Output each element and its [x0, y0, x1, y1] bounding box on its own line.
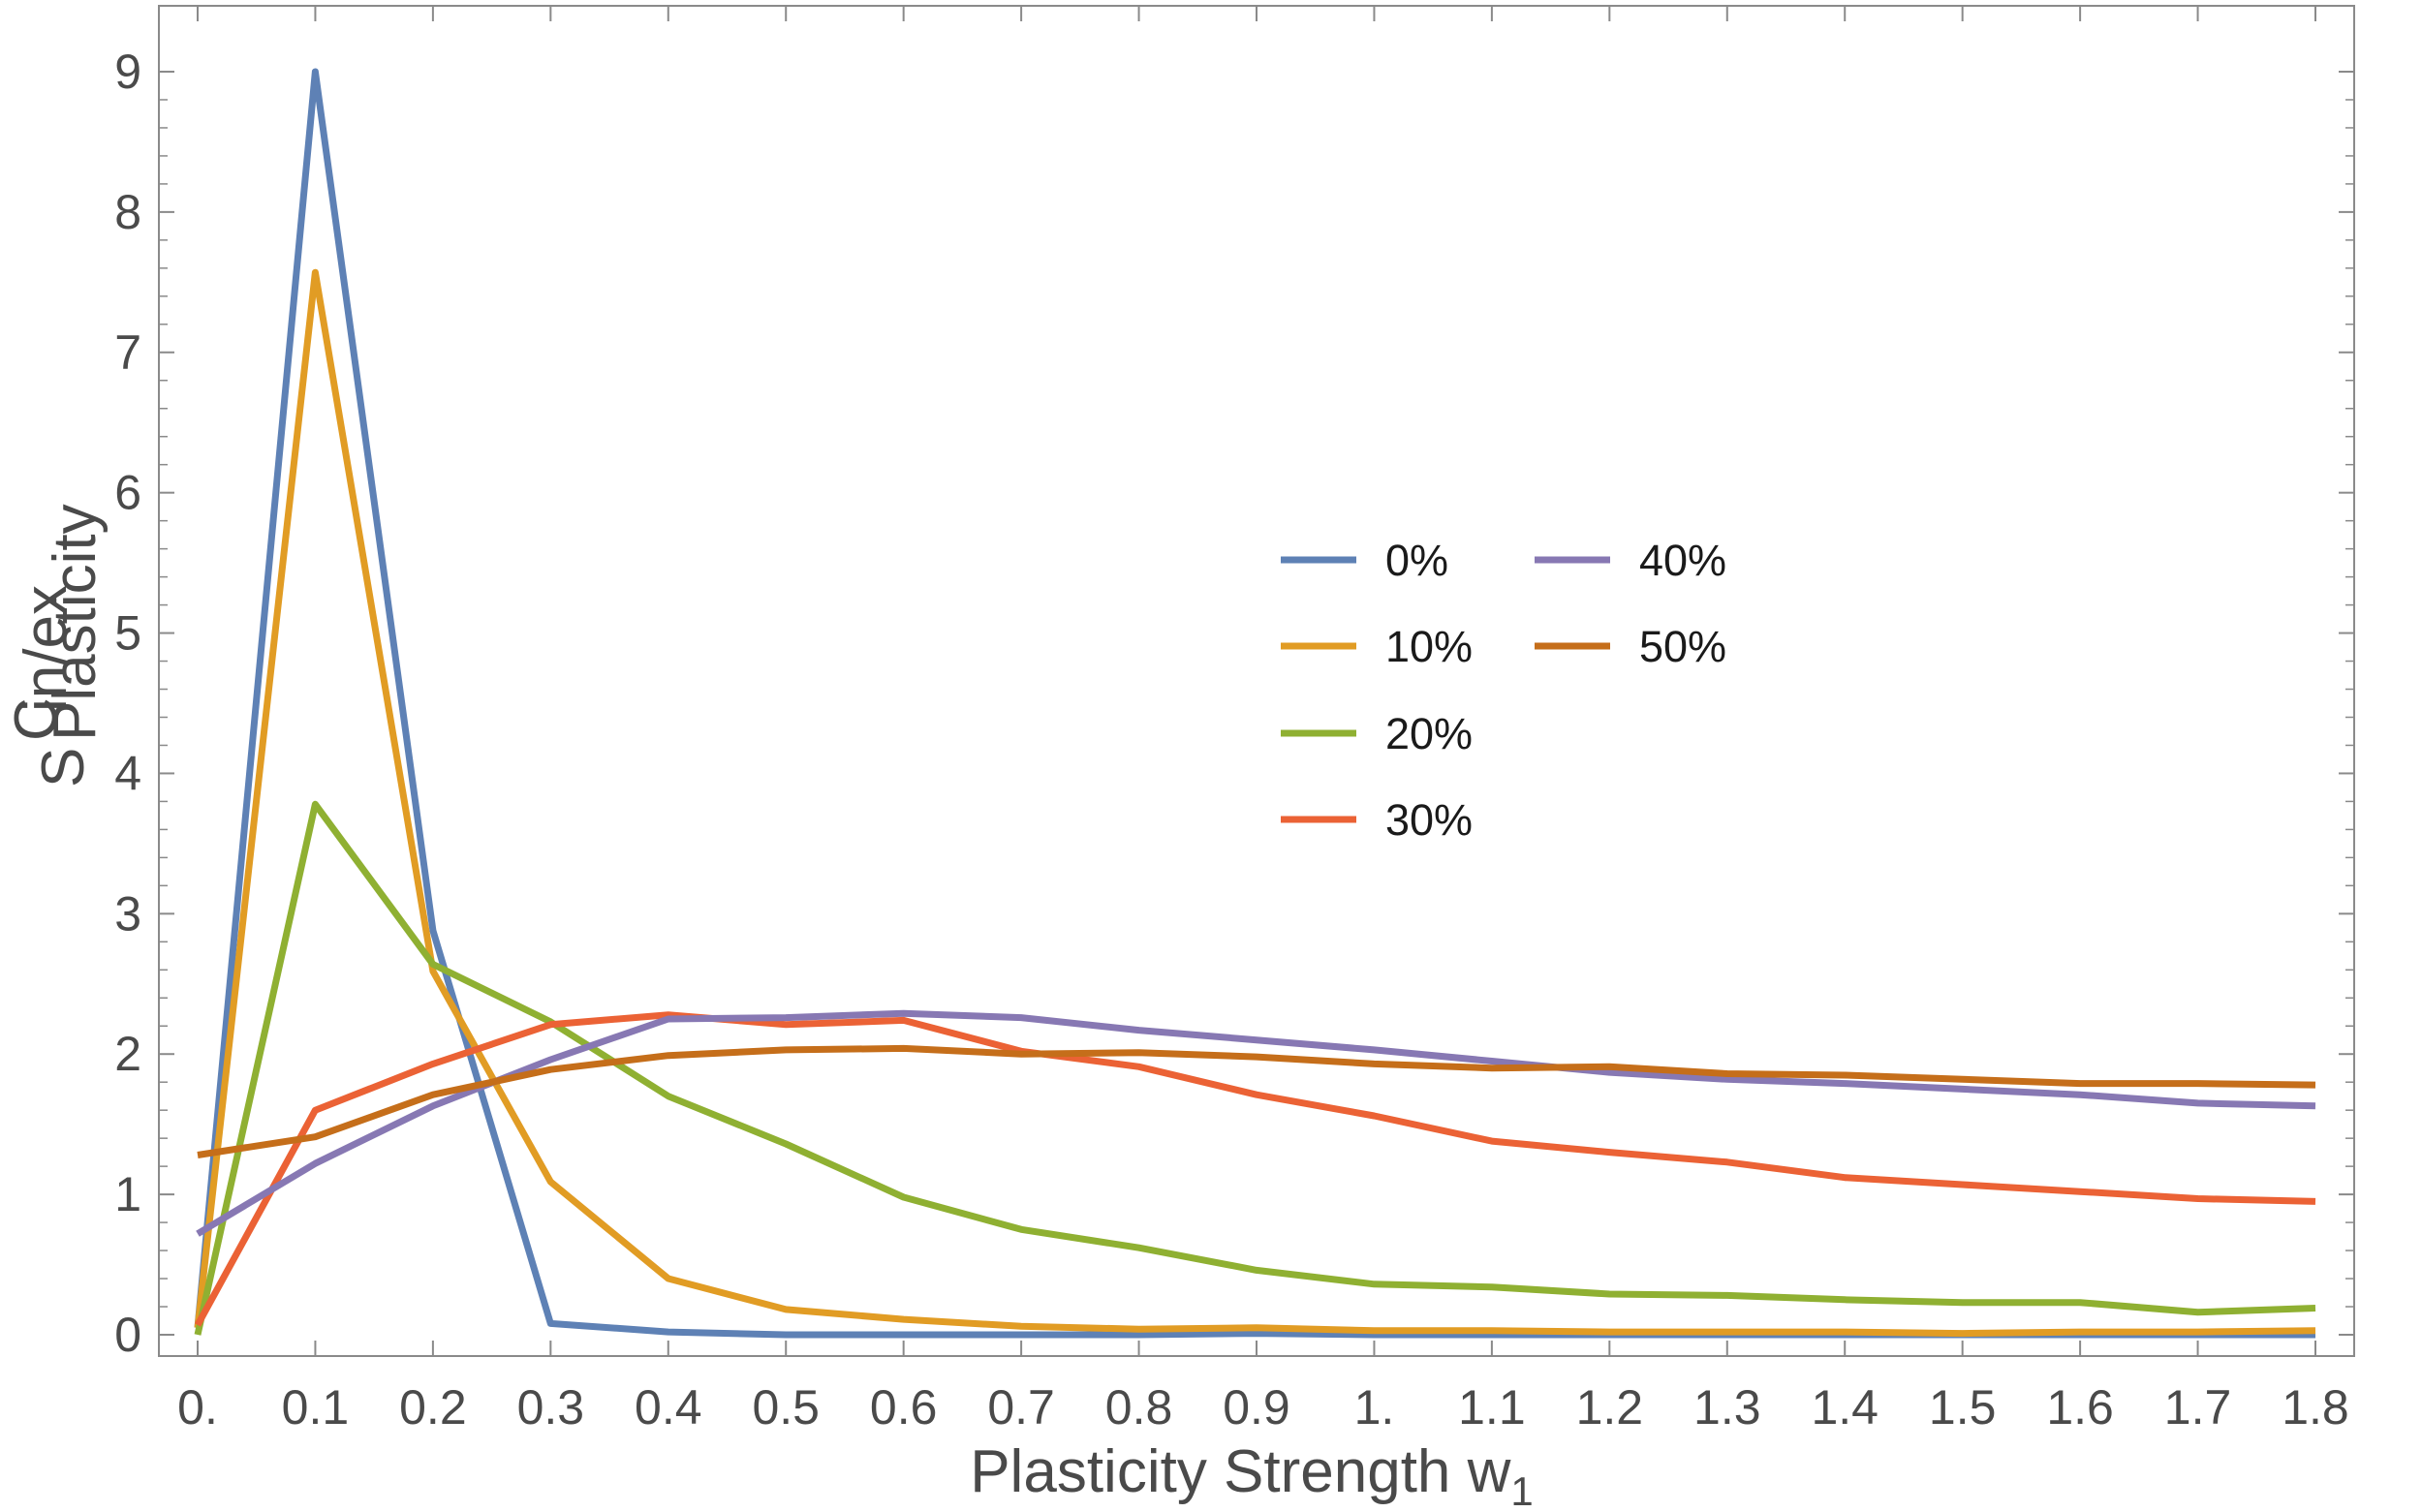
x-tick-label: 1.5: [1929, 1380, 1997, 1435]
y-tick-label: 4: [114, 746, 141, 800]
y-tick-label: 2: [114, 1027, 141, 1081]
y-axis-title-subscript: Plasticity: [42, 504, 109, 741]
y-tick-labels: 0 1 2 3 4 5 6 7 8 9: [114, 45, 141, 1362]
plot-frame: [158, 5, 2355, 1357]
y-axis-title-superscript: C: [3, 697, 70, 741]
y-tick-label: 9: [114, 45, 141, 99]
x-tick-label: 1.3: [1693, 1380, 1761, 1435]
y-tick-label: 0: [114, 1308, 141, 1362]
x-tick-label: 0.8: [1105, 1380, 1173, 1435]
y-axis-title: S C in/ex Plasticity: [3, 504, 109, 787]
y-tick-label: 8: [114, 185, 141, 239]
series-line-40-pct: [196, 1009, 2316, 1237]
x-tick-label: 1.8: [2282, 1380, 2349, 1435]
x-tick-label: 0.5: [752, 1380, 820, 1435]
x-tick-label: 0.6: [870, 1380, 938, 1435]
legend-label: 30%: [1385, 795, 1473, 845]
x-tick-labels: 0. 0.1 0.2 0.3 0.4 0.5 0.6 0.7 0.8 0.9 1. 1.1 1.2 1.3…: [177, 1380, 2349, 1435]
x-tick-label: 0.4: [635, 1380, 702, 1435]
x-tick-label: 0.7: [987, 1380, 1055, 1435]
series-line-30-pct: [194, 1011, 2316, 1327]
x-tick-label: 1.4: [1811, 1380, 1879, 1435]
x-tick-label: 1.: [1354, 1380, 1395, 1435]
y-tick-label: 7: [114, 325, 141, 380]
x-axis-title: Plasticity Strength w1: [970, 1438, 1534, 1507]
y-axis-title-symbol: S: [30, 748, 97, 787]
y-axis-title-superscript-sub: in/ex: [13, 585, 79, 712]
legend-label: 50%: [1639, 622, 1726, 671]
x-tick-label: 1.2: [1576, 1380, 1644, 1435]
x-axis-title-subscript: 1: [1510, 1468, 1533, 1507]
x-axis-title-main: Plasticity Strength w: [970, 1438, 1510, 1505]
y-tick-label: 1: [114, 1167, 141, 1221]
series-line-50-pct: [197, 1044, 2316, 1158]
legend-label: 10%: [1385, 622, 1473, 671]
x-tick-label: 1.7: [2164, 1380, 2232, 1435]
axis-ticks: [159, 6, 2354, 1356]
legend-label: 0%: [1385, 536, 1448, 585]
x-tick-label: 0.: [177, 1380, 218, 1435]
x-tick-label: 1.6: [2046, 1380, 2114, 1435]
y-tick-label: 3: [114, 886, 141, 941]
y-tick-label: 6: [114, 466, 141, 520]
legend-label: 40%: [1639, 536, 1726, 585]
x-tick-label: 0.3: [517, 1380, 585, 1435]
series-lines: [194, 68, 2316, 1339]
x-tick-label: 0.2: [399, 1380, 467, 1435]
y-tick-label: 5: [114, 606, 141, 661]
legend: 0% 10% 20% 30% 40% 50%: [1281, 536, 1726, 845]
x-tick-label: 1.1: [1458, 1380, 1526, 1435]
legend-label: 20%: [1385, 709, 1473, 758]
x-tick-label: 0.9: [1223, 1380, 1290, 1435]
x-tick-label: 0.1: [282, 1380, 350, 1435]
series-line-10-pct: [194, 268, 2316, 1338]
